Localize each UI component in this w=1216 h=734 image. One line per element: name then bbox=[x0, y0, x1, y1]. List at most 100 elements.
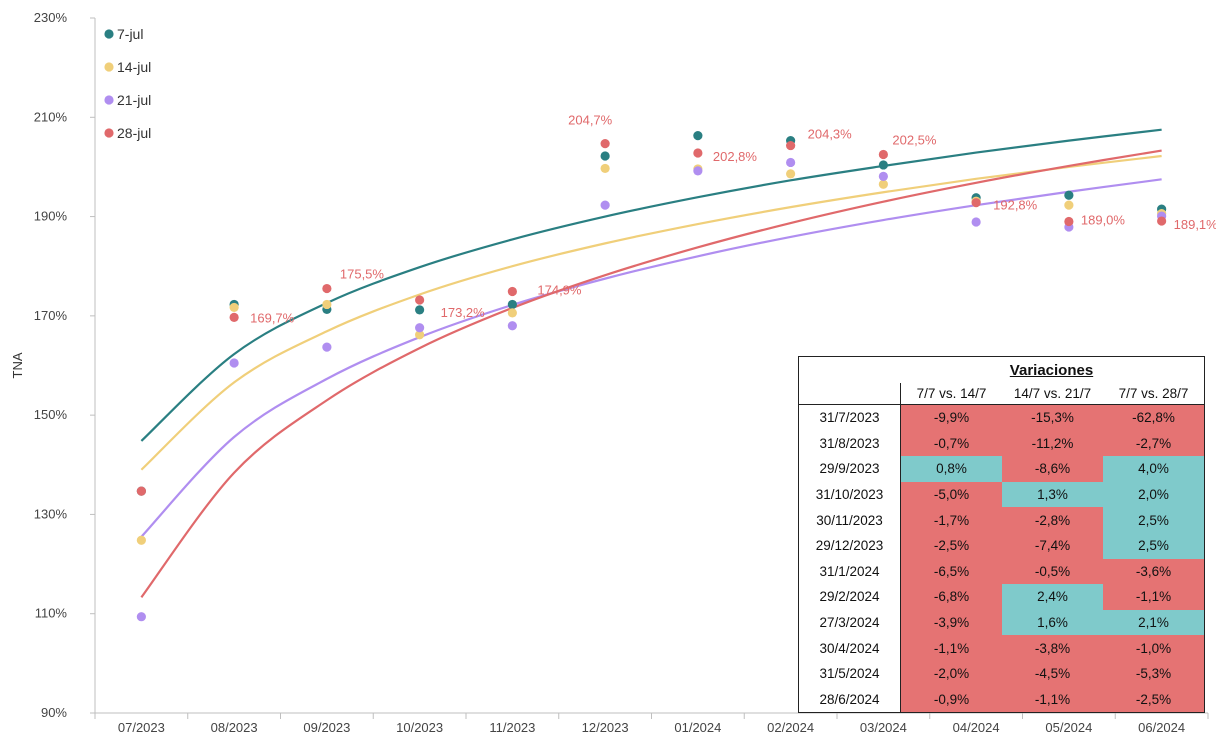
table-cell-col-3: 2,5% bbox=[1103, 507, 1204, 533]
legend: 7-jul 14-jul 21-jul 28-jul bbox=[104, 26, 151, 141]
point-21-jul bbox=[322, 342, 332, 352]
table-row: 31/5/2024 -2,0% -4,5% -5,3% bbox=[799, 660, 1204, 687]
point-21-jul bbox=[971, 217, 981, 227]
table-cell-col-2: -0,5% bbox=[1002, 558, 1103, 585]
header-col-2: 14/7 vs. 21/7 bbox=[1013, 386, 1092, 401]
table-cell-col-3: -2,7% bbox=[1103, 430, 1204, 457]
table-cell-col-3: -62,8% bbox=[1103, 405, 1204, 431]
trend-line-28-jul bbox=[140, 149, 1162, 598]
table-row-date: 31/1/2024 bbox=[799, 558, 901, 585]
point-14-jul bbox=[229, 302, 239, 313]
table-cell-col-2: 1,3% bbox=[1002, 481, 1103, 508]
point-21-jul bbox=[600, 200, 610, 210]
point-21-jul bbox=[229, 358, 239, 368]
point-28-jul bbox=[971, 198, 981, 208]
variations-table-header: 7/7 vs. 14/7 14/7 vs. 21/7 7/7 vs. 28/7 bbox=[799, 383, 1204, 405]
table-cell-col-2: -7,4% bbox=[1002, 532, 1103, 559]
table-row-date: 28/6/2024 bbox=[799, 686, 901, 713]
point-28-jul bbox=[322, 283, 332, 294]
table-cell-col-2: -11,2% bbox=[1002, 430, 1103, 457]
table-cell-col-2: -3,8% bbox=[1002, 635, 1103, 661]
point-7-jul bbox=[600, 151, 610, 161]
point-28-jul bbox=[415, 295, 425, 305]
table-row: 27/3/2024 -3,9% 1,6% 2,1% bbox=[799, 609, 1204, 636]
table-cell-col-2: 1,6% bbox=[1002, 609, 1103, 636]
point-14-jul bbox=[786, 169, 796, 179]
table-row: 29/2/2024 -6,8% 2,4% -1,1% bbox=[799, 584, 1204, 610]
x-tick-label: 08/2023 bbox=[211, 720, 258, 734]
trend-line-7-jul bbox=[140, 128, 1162, 442]
x-tick-label: 12/2023 bbox=[582, 720, 629, 734]
data-label: 204,7% bbox=[568, 113, 613, 128]
table-cell-col-2: -8,6% bbox=[1002, 456, 1103, 482]
point-28-jul bbox=[693, 148, 703, 158]
data-points bbox=[136, 131, 1167, 622]
point-21-jul bbox=[786, 157, 796, 168]
table-row-date: 29/9/2023 bbox=[799, 456, 901, 482]
header-col-3: 7/7 vs. 28/7 bbox=[1118, 386, 1189, 401]
data-label: 202,5% bbox=[892, 133, 937, 148]
point-14-jul bbox=[322, 299, 332, 310]
table-row: 29/9/2023 0,8% -8,6% 4,0% bbox=[799, 456, 1204, 482]
point-28-jul bbox=[507, 286, 517, 297]
x-tick-label: 01/2024 bbox=[674, 720, 721, 734]
table-cell-col-1: -1,1% bbox=[901, 635, 1002, 661]
data-label: 189,1% bbox=[1174, 217, 1216, 232]
table-row-date: 30/4/2024 bbox=[799, 635, 901, 661]
point-28-jul bbox=[600, 138, 610, 149]
x-tick-label: 03/2024 bbox=[860, 720, 907, 734]
table-cell-col-3: -5,3% bbox=[1103, 660, 1204, 687]
table-cell-col-3: -2,5% bbox=[1103, 686, 1204, 713]
table-row: 31/1/2024 -6,5% -0,5% -3,6% bbox=[799, 558, 1204, 585]
variations-table-title: Variaciones bbox=[1009, 361, 1094, 379]
y-tick-label: 190% bbox=[34, 209, 68, 224]
table-row-date: 31/8/2023 bbox=[799, 430, 901, 457]
table-row-date: 31/7/2023 bbox=[799, 405, 901, 431]
y-tick-label: 210% bbox=[34, 109, 68, 124]
data-label: 189,0% bbox=[1081, 213, 1126, 228]
x-tick-label: 04/2024 bbox=[953, 720, 1000, 734]
data-label: 173,2% bbox=[441, 305, 486, 320]
y-tick-label: 130% bbox=[34, 506, 68, 521]
legend-label: 14-jul bbox=[117, 59, 151, 75]
table-cell-col-2: 2,4% bbox=[1002, 584, 1103, 610]
table-cell-col-1: -0,7% bbox=[901, 430, 1002, 457]
point-7-jul bbox=[878, 160, 888, 170]
point-28-jul bbox=[136, 486, 146, 496]
table-cell-col-3: -3,6% bbox=[1103, 558, 1204, 585]
table-cell-col-2: -4,5% bbox=[1002, 660, 1103, 687]
table-row-date: 31/5/2024 bbox=[799, 660, 901, 687]
legend-marker-28-jul bbox=[104, 128, 114, 138]
x-tick-label: 11/2023 bbox=[489, 720, 535, 734]
table-row: 31/10/2023 -5,0% 1,3% 2,0% bbox=[799, 481, 1204, 508]
header-date-column bbox=[799, 383, 901, 404]
table-row-date: 30/11/2023 bbox=[799, 507, 901, 533]
x-tick-label: 09/2023 bbox=[303, 720, 350, 734]
table-row: 30/4/2024 -1,1% -3,8% -1,0% bbox=[799, 635, 1204, 661]
table-cell-col-1: -3,9% bbox=[901, 609, 1002, 636]
axes: 90% 110% 130% 150% 170% 190% 210% 230% 07/2023 08… bbox=[10, 10, 1209, 734]
variations-table-title-row: Variaciones bbox=[799, 357, 1204, 383]
point-28-jul bbox=[786, 140, 796, 151]
point-21-jul bbox=[878, 171, 888, 181]
legend-label: 21-jul bbox=[117, 92, 151, 108]
table-cell-col-1: -6,8% bbox=[901, 584, 1002, 610]
table-cell-col-3: 2,0% bbox=[1103, 481, 1204, 508]
data-label: 175,5% bbox=[340, 267, 385, 282]
point-28-jul bbox=[1064, 216, 1074, 227]
table-cell-col-1: -2,5% bbox=[901, 532, 1002, 559]
variations-table: Variaciones 7/7 vs. 14/7 14/7 vs. 21/7 7… bbox=[798, 356, 1205, 713]
x-tick-label: 07/2023 bbox=[118, 720, 165, 734]
x-tick-label: 06/2024 bbox=[1138, 720, 1185, 734]
table-cell-col-2: -15,3% bbox=[1002, 405, 1103, 431]
table-cell-col-1: -2,0% bbox=[901, 660, 1002, 687]
legend-marker-7-jul bbox=[104, 29, 114, 39]
point-14-jul bbox=[507, 308, 517, 318]
table-cell-col-2: -2,8% bbox=[1002, 507, 1103, 533]
point-7-jul bbox=[693, 131, 703, 141]
trend-lines bbox=[140, 128, 1162, 598]
table-cell-col-1: -5,0% bbox=[901, 481, 1002, 508]
point-7-jul bbox=[1064, 190, 1074, 200]
point-28-jul bbox=[878, 149, 888, 160]
point-14-jul bbox=[600, 163, 610, 174]
